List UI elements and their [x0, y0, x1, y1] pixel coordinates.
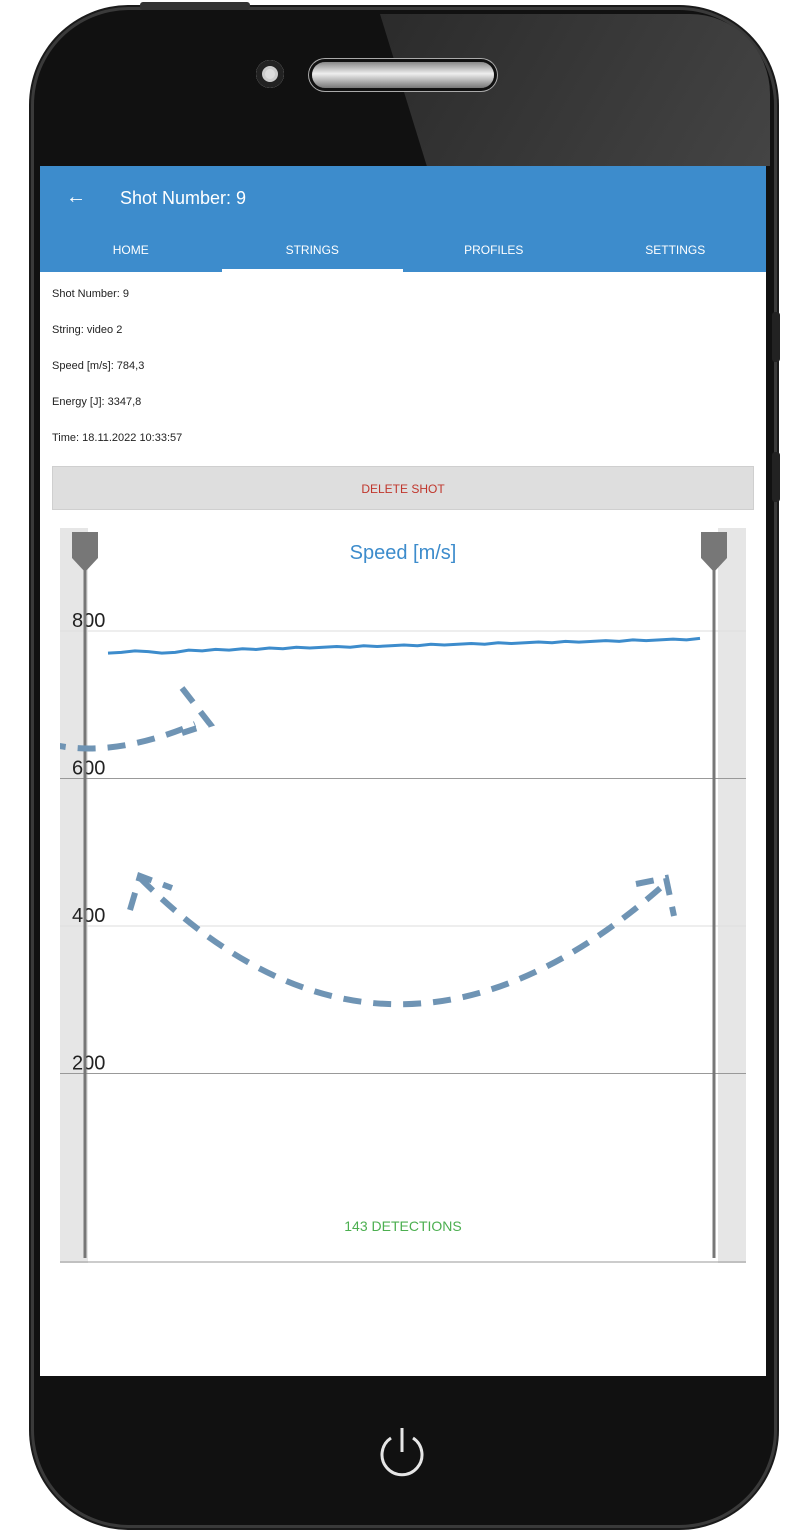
speed-chart: 800 600 400 200 Speed [m/s] 143 DETECTIONS [60, 528, 746, 1263]
y-tick-label: 200 [72, 1053, 105, 1075]
app-screen: ← Shot Number: 9 HOME STRINGS PROFILES S… [40, 166, 766, 1376]
annotation-arrowhead-2 [127, 872, 174, 911]
annotation-arrows [60, 686, 677, 1008]
phone-volume-button [772, 312, 780, 362]
page-title: Shot Number: 9 [120, 188, 247, 208]
camera-icon [256, 60, 284, 88]
phone-top-button [140, 2, 250, 10]
chart-title: Speed [m/s] [349, 542, 457, 564]
y-tick-label: 600 [72, 758, 105, 780]
right-range-band [718, 528, 746, 1263]
shot-speed-text: Speed [m/s]: 784,3 [52, 360, 145, 372]
annotation-arrow-2 [137, 875, 668, 1008]
shot-string-text: String: video 2 [52, 324, 123, 336]
shot-energy-text: Energy [J]: 3347,8 [52, 396, 142, 408]
left-range-handle[interactable] [72, 532, 98, 572]
screen-glare [380, 14, 770, 166]
right-range-handle[interactable] [701, 532, 727, 572]
y-tick-label: 800 [72, 610, 105, 632]
tab-home[interactable]: HOME [112, 243, 149, 257]
annotation-arrowhead-3 [635, 874, 677, 917]
tab-strings[interactable]: STRINGS [221, 236, 404, 272]
speed-series-line [107, 636, 701, 655]
shot-time-text: Time: 18.11.2022 10:33:57 [52, 432, 183, 444]
app-bar: ← Shot Number: 9 HOME STRINGS PROFILES S… [40, 166, 766, 272]
tab-bar: HOME STRINGS PROFILES SETTINGS [40, 236, 766, 272]
tab-settings[interactable]: SETTINGS [645, 243, 706, 257]
power-icon[interactable] [374, 1424, 430, 1480]
speaker-grille [312, 62, 494, 88]
left-range-band [60, 528, 88, 1263]
y-tick-label: 400 [72, 905, 105, 927]
phone-side-button [772, 452, 780, 502]
shot-number-text: Shot Number: 9 [52, 288, 130, 300]
delete-shot-button[interactable]: DELETE SHOT [52, 466, 754, 510]
chart-canvas: 800 600 400 200 [60, 528, 746, 1263]
annotation-arrow-1 [60, 721, 197, 752]
arrow-left-icon[interactable]: ← [66, 186, 86, 208]
tab-profiles[interactable]: PROFILES [464, 243, 524, 257]
annotation-arrowhead-1 [179, 686, 216, 736]
detections-count: 143 DETECTIONS [344, 1218, 462, 1234]
